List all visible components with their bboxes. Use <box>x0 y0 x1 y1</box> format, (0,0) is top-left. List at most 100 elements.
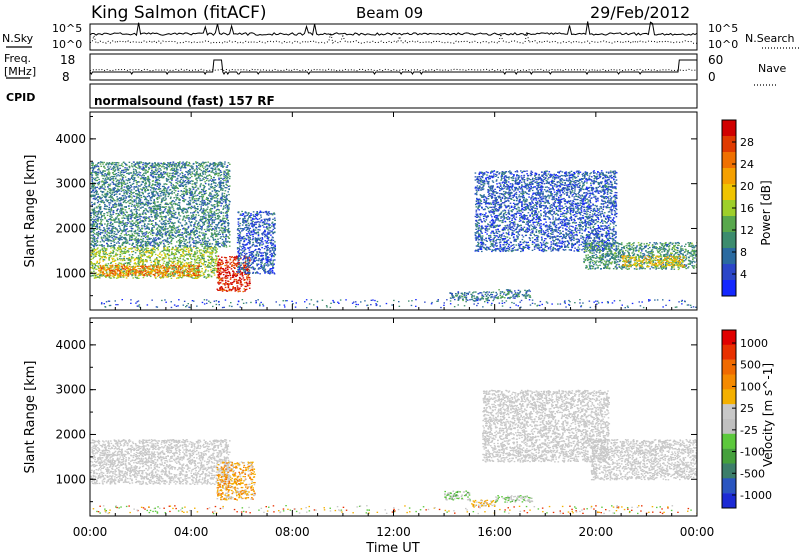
power-cell-patch-1 <box>138 274 140 276</box>
power-cell-patch-2 <box>229 256 231 258</box>
power-cell-patch-3 <box>92 165 94 167</box>
power-cell-patch-3 <box>196 233 198 235</box>
power-cell-patch-3 <box>203 170 206 172</box>
power-cell-patch-3 <box>178 204 181 206</box>
power-cell-patch-3 <box>138 202 141 204</box>
power-cell-patch-0 <box>184 270 186 273</box>
power-cell-patch-0 <box>200 252 203 254</box>
power-cell-patch-1 <box>160 271 162 273</box>
power-cell-patch-0 <box>138 257 140 259</box>
power-cell-patch-3 <box>178 225 180 227</box>
power-cell-patch-0 <box>106 272 108 274</box>
power-cell-patch-2 <box>220 286 222 288</box>
power-cell-patch-1 <box>158 268 160 270</box>
power-cell-patch-1 <box>179 267 182 269</box>
power-cell-patch-3 <box>133 222 136 224</box>
power-cell-patch-3 <box>202 224 204 226</box>
power-cell-patch-3 <box>214 200 217 202</box>
power-cell-patch-0 <box>103 259 106 261</box>
power-cell-patch-0 <box>149 275 152 277</box>
power-cell-patch-0 <box>191 258 193 260</box>
power-cell-patch-0 <box>112 260 114 262</box>
power-cell-patch-3 <box>136 172 138 174</box>
power-cell-patch-1 <box>106 269 108 271</box>
power-cell-patch-0 <box>202 257 204 259</box>
power-cell-patch-0 <box>104 253 107 255</box>
power-cell-patch-3 <box>192 180 194 182</box>
power-cell-patch-3 <box>135 203 138 205</box>
power-cell-patch-3 <box>219 186 222 188</box>
power-cell-patch-3 <box>91 195 94 197</box>
power-cell-patch-0 <box>93 274 96 276</box>
power-cell-patch-3 <box>159 209 161 211</box>
power-cell-patch-3 <box>200 207 203 210</box>
power-cell-patch-2 <box>231 276 234 278</box>
power-cell-patch-0 <box>203 246 206 248</box>
power-cell-patch-3 <box>192 201 195 203</box>
power-cell-patch-3 <box>229 163 231 165</box>
power-cell-patch-3 <box>194 216 197 218</box>
power-cell-patch-2 <box>239 280 242 282</box>
power-cell-patch-1 <box>157 265 159 267</box>
power-cell-patch-3 <box>142 180 145 182</box>
power-cell-patch-3 <box>98 211 101 213</box>
power-cell-patch-3 <box>208 184 210 186</box>
power-cell-patch-3 <box>185 235 187 237</box>
power-cell-patch-3 <box>151 245 154 247</box>
power-cell-patch-3 <box>191 198 194 201</box>
power-cell-patch-3 <box>171 206 174 208</box>
power-cell-patch-3 <box>118 185 120 188</box>
power-cell-patch-3 <box>220 163 223 166</box>
power-cell-patch-3 <box>163 173 166 175</box>
power-cell-patch-3 <box>186 192 188 194</box>
power-cell-patch-3 <box>91 241 93 243</box>
power-cell-patch-0 <box>142 250 144 253</box>
power-cell-patch-2 <box>233 280 235 282</box>
power-cell-patch-0 <box>120 276 122 278</box>
power-cell-patch-3 <box>135 181 138 184</box>
power-cell-patch-3 <box>110 225 112 227</box>
power-cell-patch-2 <box>239 283 242 285</box>
power-cell-patch-3 <box>193 205 196 207</box>
power-cell-patch-3 <box>183 176 186 178</box>
power-cell-patch-0 <box>182 259 185 261</box>
power-cell-patch-3 <box>168 208 171 210</box>
power-cell-patch-3 <box>173 186 175 188</box>
power-cell-patch-3 <box>178 214 180 216</box>
power-cell-patch-3 <box>226 207 229 209</box>
power-cell-patch-3 <box>158 188 160 190</box>
power-cell-patch-3 <box>203 202 206 204</box>
power-cell-patch-3 <box>121 211 123 213</box>
power-cell-patch-0 <box>150 255 153 257</box>
power-cell-patch-2 <box>244 258 247 260</box>
power-cell-patch-3 <box>181 162 183 164</box>
power-cell-patch-0 <box>154 276 157 279</box>
power-cell-patch-3 <box>154 171 156 174</box>
power-cell-patch-3 <box>108 172 111 174</box>
power-cell-patch-3 <box>187 170 190 172</box>
power-cell-patch-0 <box>141 252 143 254</box>
power-cell-patch-3 <box>135 186 137 188</box>
power-cell-patch-3 <box>158 179 161 182</box>
power-cell-patch-3 <box>182 236 184 238</box>
power-cell-patch-3 <box>117 212 119 215</box>
power-cell-patch-0 <box>198 259 201 262</box>
power-cell-patch-3 <box>204 190 206 192</box>
power-cell-patch-3 <box>144 189 146 192</box>
power-cell-patch-3 <box>177 228 180 231</box>
power-cell-patch-0 <box>142 247 144 249</box>
power-cell-patch-0 <box>123 252 125 254</box>
power-cell-patch-0 <box>95 268 97 270</box>
power-cell-patch-3 <box>168 181 171 183</box>
power-cell-patch-0 <box>193 266 196 268</box>
power-cell-patch-3 <box>115 242 118 244</box>
power-cell-patch-3 <box>125 196 128 198</box>
power-cell-patch-0 <box>191 277 194 279</box>
power-cell-patch-3 <box>157 168 159 170</box>
power-cell-patch-3 <box>181 196 183 198</box>
power-cell-patch-3 <box>175 179 177 181</box>
power-cell-patch-1 <box>154 268 156 270</box>
power-cell-patch-3 <box>118 181 120 184</box>
power-cell-patch-1 <box>149 268 151 270</box>
power-cell-patch-3 <box>157 164 159 166</box>
